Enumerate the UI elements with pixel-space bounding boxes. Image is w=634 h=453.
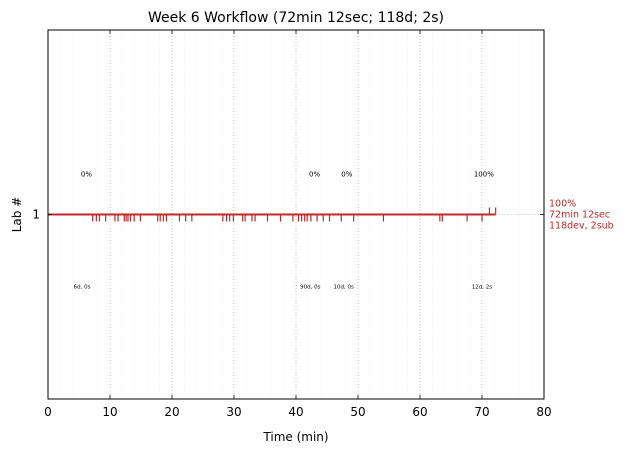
progress-annotation: 0%: [341, 171, 352, 179]
y-axis-ticks: 1: [32, 208, 544, 222]
x-tick-label: 50: [350, 405, 365, 419]
count-annotation: 90d, 0s: [300, 285, 320, 291]
progress-annotation: 100%: [474, 171, 494, 179]
progress-annotation: 0%: [309, 171, 320, 179]
x-tick-label: 30: [226, 405, 241, 419]
x-tick-label: 10: [102, 405, 117, 419]
count-annotation: 10d, 0s: [334, 285, 354, 291]
x-tick-label: 60: [412, 405, 427, 419]
end-label-line: 100%: [549, 199, 576, 210]
y-axis-label: Lab #: [10, 197, 24, 233]
x-tick-label: 20: [164, 405, 179, 419]
x-tick-label: 70: [474, 405, 489, 419]
x-tick-label: 40: [288, 405, 303, 419]
series-layer: 0% 0% 0% 100% 6d, 0s 90d, 0s 10d, 0s 12d, 2s: [48, 171, 544, 291]
y-tick-label: 1: [32, 208, 40, 222]
x-tick-label: 80: [536, 405, 551, 419]
end-label-line: 118dev, 2sub: [549, 221, 614, 232]
progress-annotation: 0%: [81, 171, 92, 179]
x-axis-ticks: 0 10 20 30 40 50 60 70 80: [44, 30, 552, 419]
x-axis-label: Time (min): [262, 430, 328, 444]
end-label-line: 72min 12sec: [549, 210, 610, 221]
count-annotation: 6d, 0s: [74, 285, 91, 291]
count-annotation: 12d, 2s: [472, 285, 492, 291]
x-tick-label: 0: [44, 405, 52, 419]
chart-title: Week 6 Workflow (72min 12sec; 118d; 2s): [148, 10, 444, 26]
